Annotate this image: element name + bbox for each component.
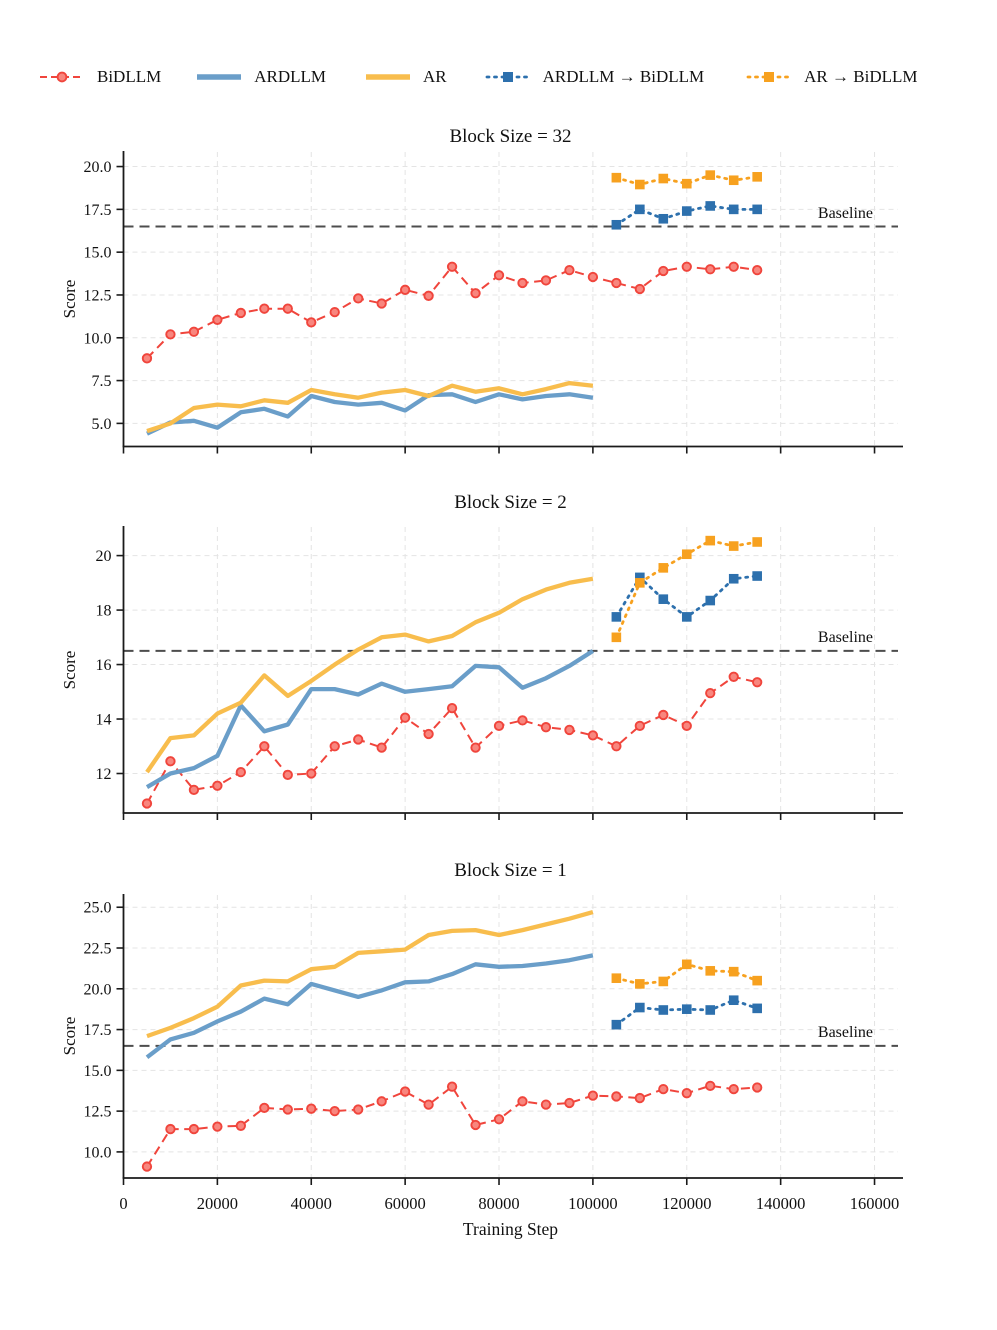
chart-3-ticks: [116, 906, 876, 1185]
chart-1-series-4: [611, 170, 762, 190]
svg-text:60000: 60000: [385, 1194, 426, 1213]
svg-text:20: 20: [96, 548, 112, 565]
chart-3-y-axis-label: Score: [60, 1016, 79, 1056]
legend-label-bidllm: BiDLLM: [97, 67, 162, 86]
svg-text:160000: 160000: [850, 1194, 900, 1213]
legend-label-ardllm: ARDLLM: [254, 67, 327, 86]
legend-item-ardllm: ARDLLM: [195, 67, 326, 87]
ardllm-to-bidllm-dotted-square-icon: [485, 72, 531, 82]
svg-text:15.0: 15.0: [84, 1063, 112, 1080]
chart-1: 5.0 7.5 10.0 12.5 15.0 17.5 20.0: [84, 151, 903, 454]
legend-item-ardllm-to-bidllm: ARDLLM → BiDLLM: [484, 67, 705, 87]
svg-text:20.0: 20.0: [84, 981, 112, 998]
bidllm-dashed-circle-icon: [40, 71, 84, 83]
chart-legend: BiDLLM ARDLLM AR ARDLLM → BiDLLM AR → Bi…: [0, 60, 997, 94]
svg-text:0: 0: [119, 1194, 127, 1213]
legend-label-ar: AR: [423, 67, 447, 86]
x-axis-label: Training Step: [462, 1219, 559, 1239]
svg-text:17.5: 17.5: [84, 1022, 112, 1039]
chart-1-y-tick-labels: 5.0 7.5 10.0 12.5 15.0 17.5 20.0: [84, 159, 112, 433]
chart-2-y-axis-label: Score: [60, 650, 79, 690]
svg-text:7.5: 7.5: [92, 373, 112, 390]
svg-text:16: 16: [96, 657, 112, 674]
chart-3-y-tick-labels: 10.0 12.5 15.0 17.5 20.0 22.5 25.0: [84, 900, 112, 1162]
chart-2-baseline-label: Baseline: [817, 629, 873, 646]
svg-text:120000: 120000: [662, 1194, 712, 1213]
chart-1-series-0: [141, 261, 763, 364]
chart-1-gridlines: [123, 152, 898, 447]
svg-text:40000: 40000: [291, 1194, 332, 1213]
chart-2-title: Block Size = 2: [454, 492, 567, 513]
svg-text:100000: 100000: [568, 1194, 618, 1213]
chart-2-ticks: [116, 554, 876, 820]
chart-2-series-4: [611, 535, 762, 643]
chart-2-series-3: [611, 571, 762, 622]
chart-1-baseline-label: Baseline: [817, 205, 873, 222]
svg-text:80000: 80000: [478, 1194, 519, 1213]
chart-1-series-1: [146, 392, 594, 436]
chart-1-title: Block Size = 32: [449, 126, 572, 147]
chart-2-series-0: [141, 671, 763, 809]
chart-2-series-2: [145, 576, 594, 774]
svg-text:20.0: 20.0: [84, 159, 112, 176]
chart-1-y-axis-label: Score: [60, 279, 79, 319]
svg-text:5.0: 5.0: [92, 416, 112, 433]
svg-text:12.5: 12.5: [84, 287, 112, 304]
chart-2-series-1: [145, 649, 595, 789]
legend-item-ar-to-bidllm: AR → BiDLLM: [745, 67, 917, 87]
svg-text:18: 18: [96, 603, 112, 620]
ar-solid-line-icon: [366, 74, 411, 80]
chart-3-gridlines: [123, 895, 898, 1178]
legend-item-ar: AR: [364, 67, 447, 87]
svg-text:15.0: 15.0: [84, 245, 112, 262]
chart-2-y-tick-labels: 12 14 16 18 20: [96, 548, 112, 783]
chart-1-series-3: [611, 201, 762, 230]
svg-text:20000: 20000: [197, 1194, 238, 1213]
x-tick-labels: 0 20000 40000 60000 80000 100000 120000 140000 1…: [119, 1194, 899, 1213]
svg-text:14: 14: [96, 712, 112, 729]
svg-text:10.0: 10.0: [84, 330, 112, 347]
svg-text:10.0: 10.0: [84, 1144, 112, 1161]
chart-3-baseline-label: Baseline: [817, 1024, 873, 1041]
svg-text:12.5: 12.5: [84, 1104, 112, 1121]
ardllm-solid-line-icon: [197, 74, 242, 80]
svg-text:17.5: 17.5: [84, 202, 112, 219]
svg-text:22.5: 22.5: [84, 941, 112, 958]
chart-3-series-2: [146, 910, 594, 1039]
chart-2: 12 14 16 18 20: [96, 526, 903, 820]
legend-item-bidllm: BiDLLM: [38, 67, 161, 87]
chart-3-series-4: [611, 959, 762, 989]
chart-3-series-1: [145, 953, 594, 1060]
ar-to-bidllm-dotted-square-icon: [746, 72, 792, 82]
legend-label-ardllm-to-bidllm: ARDLLM → BiDLLM: [542, 67, 705, 86]
chart-1-ticks: [116, 165, 876, 454]
chart-3-title: Block Size = 1: [454, 860, 567, 881]
chart-3-series-0: [141, 1080, 763, 1172]
svg-text:25.0: 25.0: [84, 900, 112, 917]
chart-3-series-3: [611, 995, 762, 1030]
legend-label-ar-to-bidllm: AR → BiDLLM: [804, 67, 918, 86]
chart-3: 10.0 12.5 15.0 17.5 20.0 22.5 25.0 0 20000 40000 6…: [84, 894, 903, 1213]
chart-1-series-2: [146, 380, 594, 434]
svg-text:12: 12: [96, 766, 112, 783]
svg-text:140000: 140000: [756, 1194, 806, 1213]
